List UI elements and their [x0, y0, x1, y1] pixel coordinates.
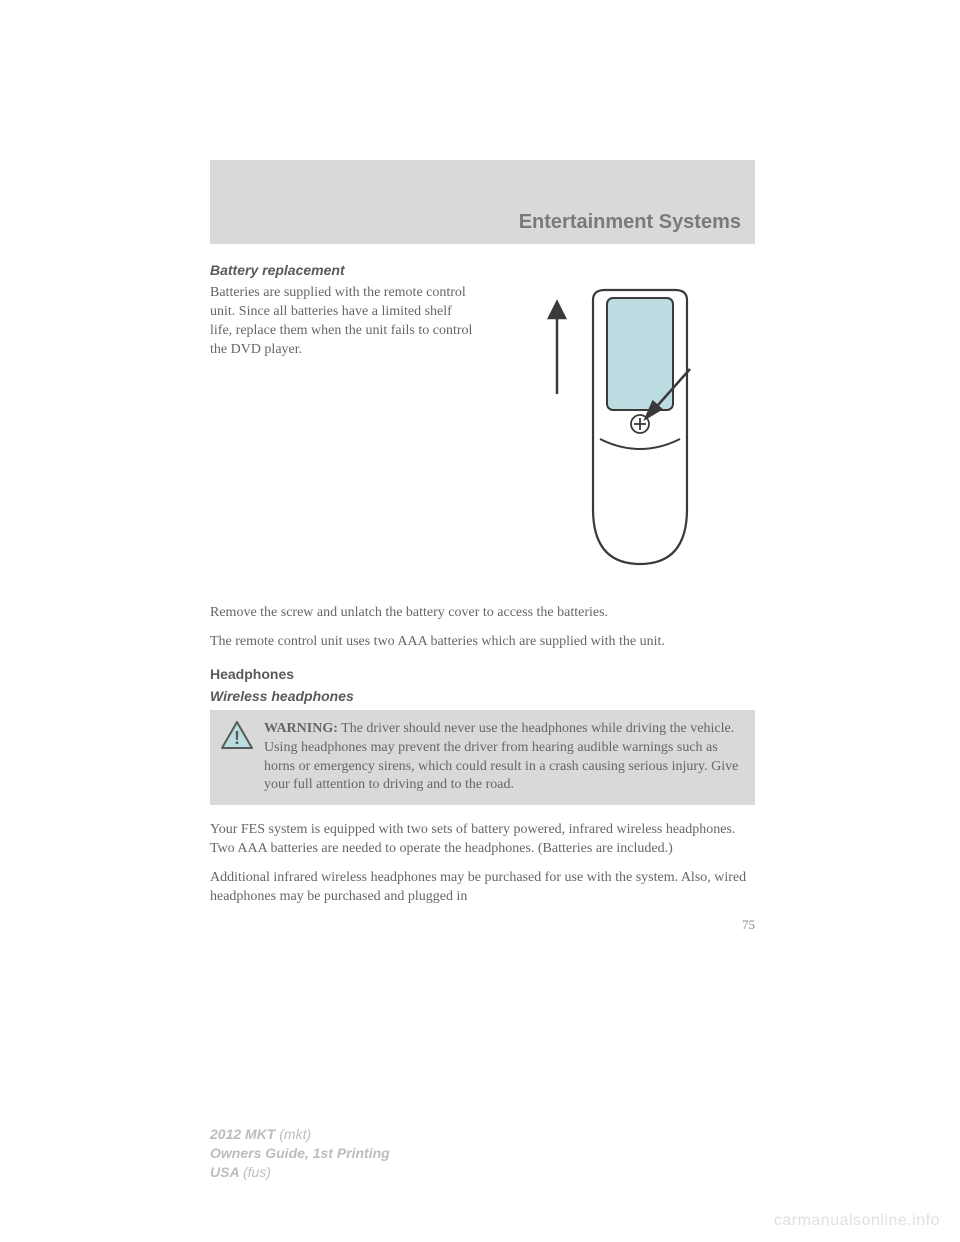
- warning-box: ! WARNING: The driver should never use t…: [210, 710, 755, 806]
- footer-line1: 2012 MKT (mkt): [210, 1125, 390, 1144]
- footer-region: USA: [210, 1164, 243, 1180]
- headphones-para2: Additional infrared wireless headphones …: [210, 869, 755, 907]
- footer-model-code: (mkt): [279, 1126, 311, 1142]
- headphones-heading: Headphones: [210, 666, 755, 682]
- warning-triangle-icon: !: [220, 720, 254, 796]
- footer-line3: USA (fus): [210, 1163, 390, 1182]
- watermark: carmanualsonline.info: [774, 1212, 940, 1230]
- remote-diagram: [495, 284, 755, 574]
- battery-step1: Remove the screw and unlatch the battery…: [210, 604, 755, 623]
- page-number: 75: [210, 917, 755, 933]
- footer: 2012 MKT (mkt) Owners Guide, 1st Printin…: [210, 1125, 390, 1182]
- battery-intro-text: Batteries are supplied with the remote c…: [210, 284, 475, 574]
- battery-two-col: Batteries are supplied with the remote c…: [210, 284, 755, 574]
- section-header: Entertainment Systems: [210, 160, 755, 244]
- warning-text: WARNING: The driver should never use the…: [264, 720, 743, 796]
- footer-line2: Owners Guide, 1st Printing: [210, 1144, 390, 1163]
- wireless-subheading: Wireless headphones: [210, 688, 755, 704]
- battery-step2: The remote control unit uses two AAA bat…: [210, 633, 755, 652]
- battery-heading: Battery replacement: [210, 262, 755, 278]
- footer-model: 2012 MKT: [210, 1126, 279, 1142]
- warning-bang: !: [234, 728, 240, 748]
- footer-region-code: (fus): [243, 1164, 271, 1180]
- page-content: Entertainment Systems Battery replacemen…: [210, 160, 755, 933]
- body-content: Battery replacement Batteries are suppli…: [210, 244, 755, 933]
- headphones-para1: Your FES system is equipped with two set…: [210, 821, 755, 859]
- warning-label: WARNING:: [264, 721, 338, 736]
- header-title: Entertainment Systems: [519, 211, 741, 234]
- remote-svg: [515, 284, 735, 574]
